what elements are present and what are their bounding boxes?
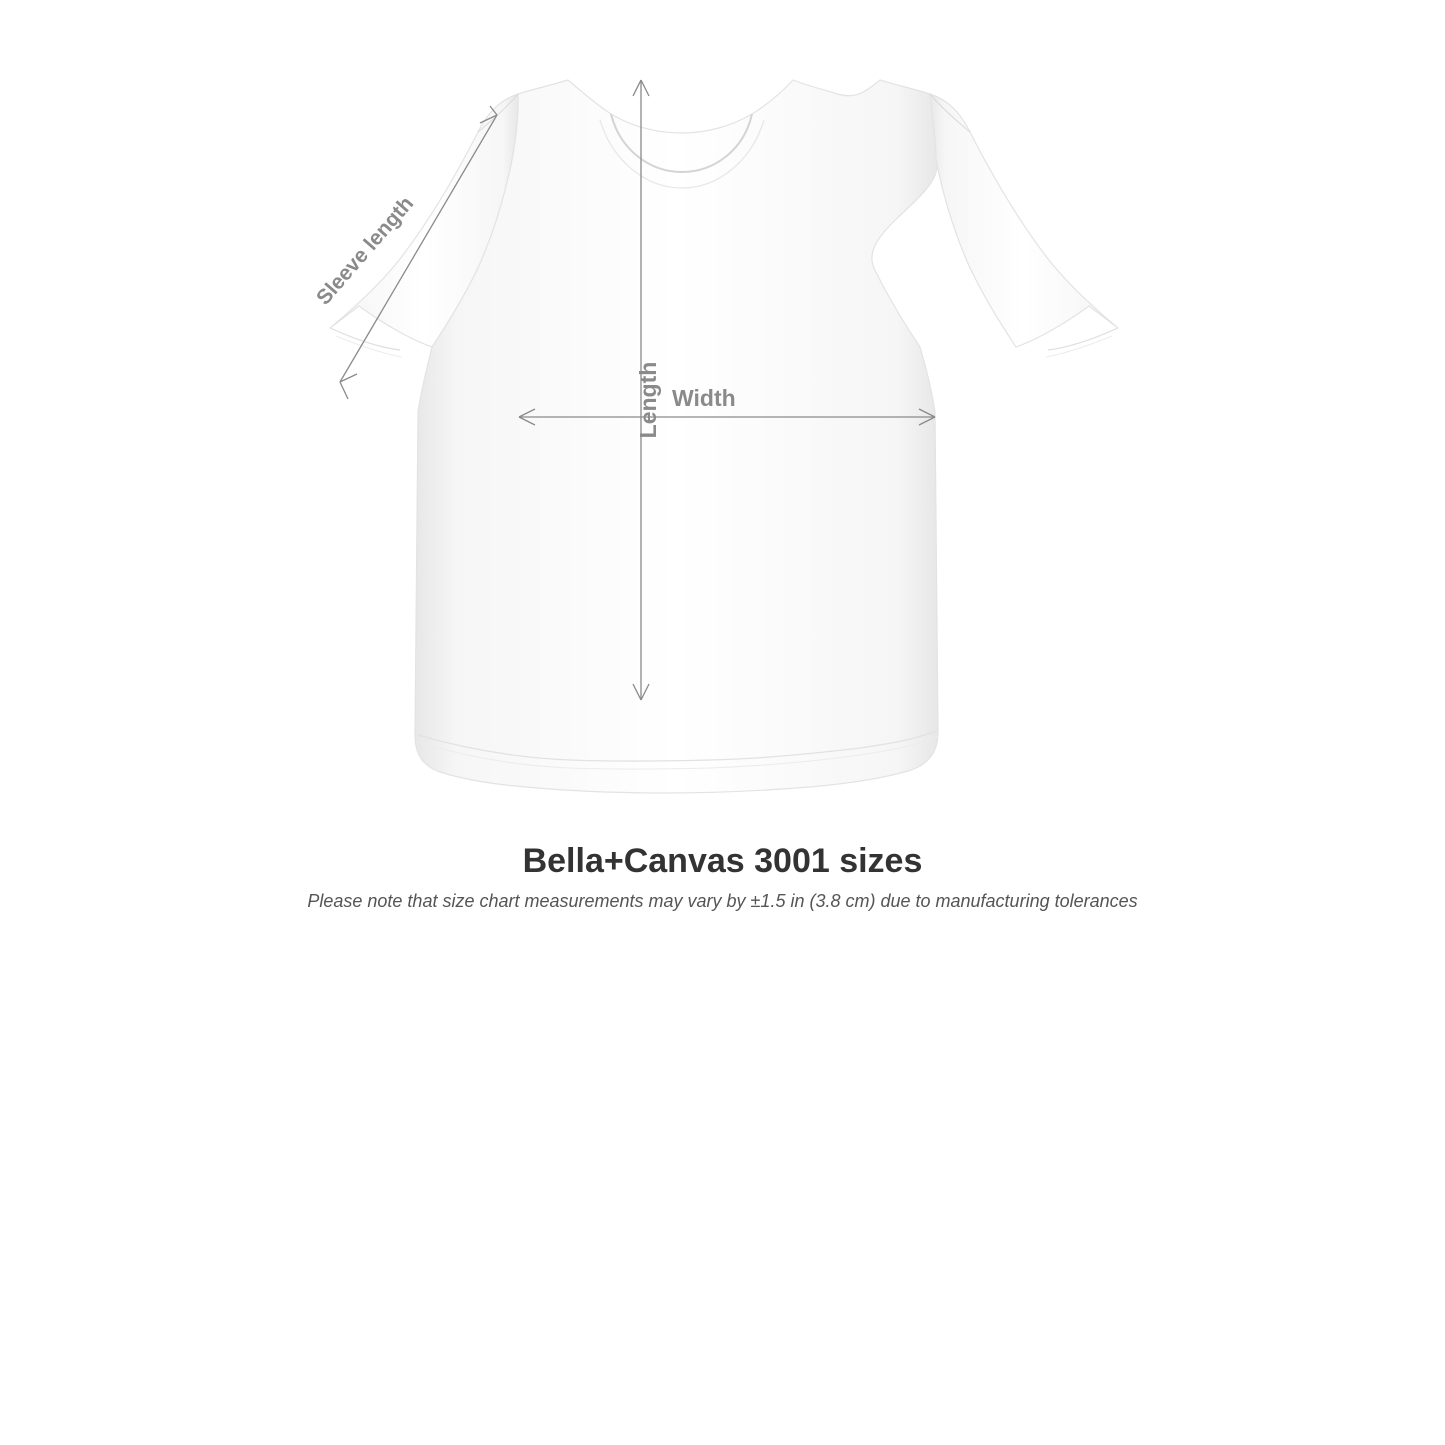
svg-text:Width: Width	[672, 385, 736, 411]
svg-text:Length: Length	[635, 362, 661, 439]
